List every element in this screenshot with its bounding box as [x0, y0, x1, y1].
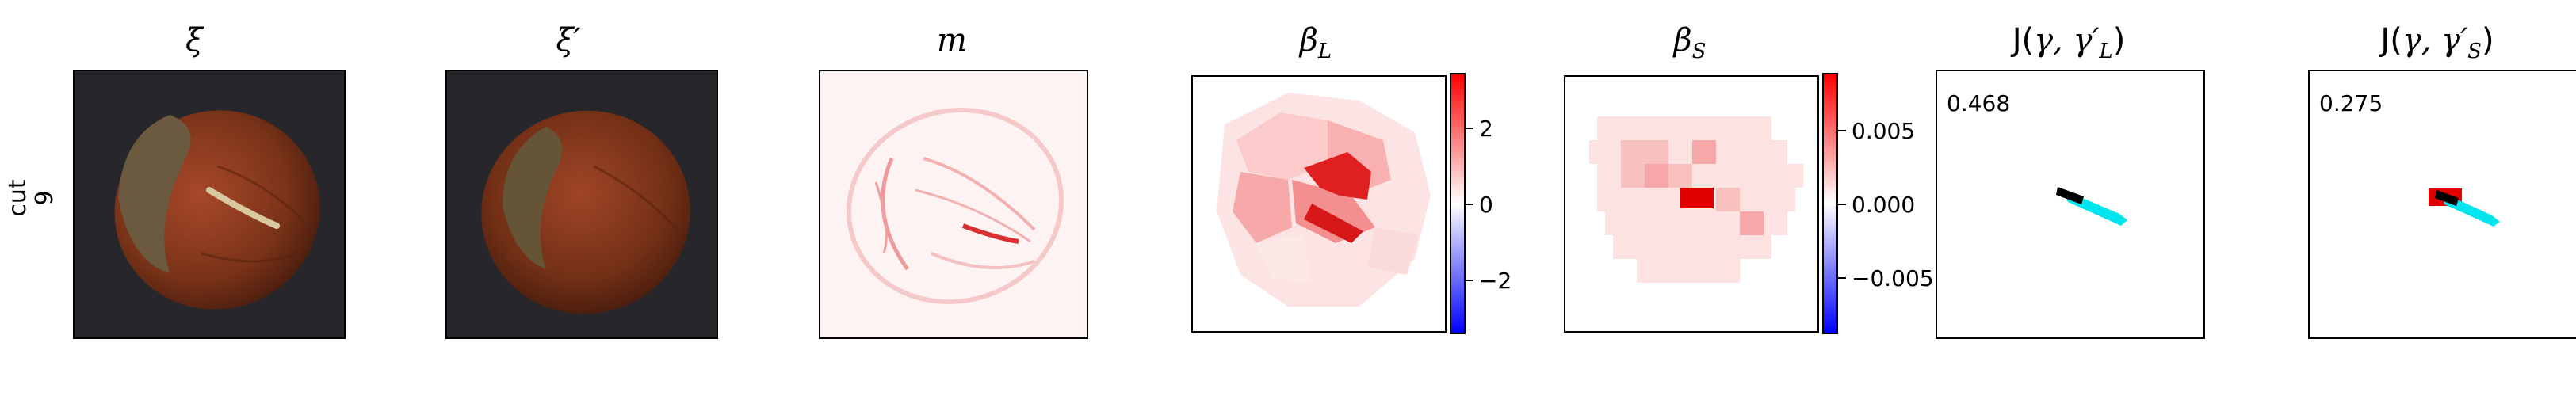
beta-l-heatmap: [1191, 75, 1447, 333]
difference-map-image: [846, 107, 1064, 305]
colorbar-beta-l-tick: 0: [1479, 192, 1493, 218]
jaccard-s-masks: [2429, 188, 2500, 227]
beta-s-heatmap: [1564, 75, 1819, 333]
panel-title-xi: ξ: [185, 22, 204, 59]
row-label-text: cut 9: [4, 179, 59, 217]
hazelnut-reconstruction: [481, 110, 690, 314]
row-label: cut 9: [0, 0, 63, 396]
colorbar-beta-s-tick: 0.005: [1852, 118, 1916, 144]
panel-title-xi-prime: ξ′: [556, 22, 581, 59]
colorbar-beta-s-tick: 0.000: [1852, 192, 1916, 218]
panel-title-jaccard-s: J(γ, γ′S): [2380, 22, 2494, 63]
jaccard-l-score: 0.468: [1947, 90, 2011, 116]
jaccard-l-overlay: 0.468: [1936, 70, 2205, 339]
panel-title-beta-l: βL: [1299, 22, 1332, 63]
beta-l-segments: [1217, 93, 1431, 307]
hazelnut-image: [114, 110, 320, 310]
colorbar-beta-l-tick: 2: [1479, 116, 1493, 142]
panel-title-jaccard-l: J(γ, γ′L): [2012, 22, 2126, 63]
jaccard-s-score: 0.275: [2319, 90, 2383, 116]
colorbar-beta-l-tick: −2: [1479, 268, 1512, 294]
colorbar-beta-l: [1450, 73, 1466, 334]
panel-title-beta-s: βS: [1673, 22, 1707, 63]
colorbar-beta-s: [1822, 73, 1838, 334]
image-reconstructed: [445, 70, 718, 339]
beta-s-grid: [1589, 116, 1803, 283]
image-original: [73, 70, 346, 339]
jaccard-l-masks: [2056, 187, 2127, 226]
jaccard-s-overlay: 0.275: [2308, 70, 2576, 339]
colorbar-beta-s-tick: −0.005: [1852, 265, 1934, 291]
panel-title-m: m: [937, 22, 967, 59]
difference-map: [819, 70, 1088, 339]
